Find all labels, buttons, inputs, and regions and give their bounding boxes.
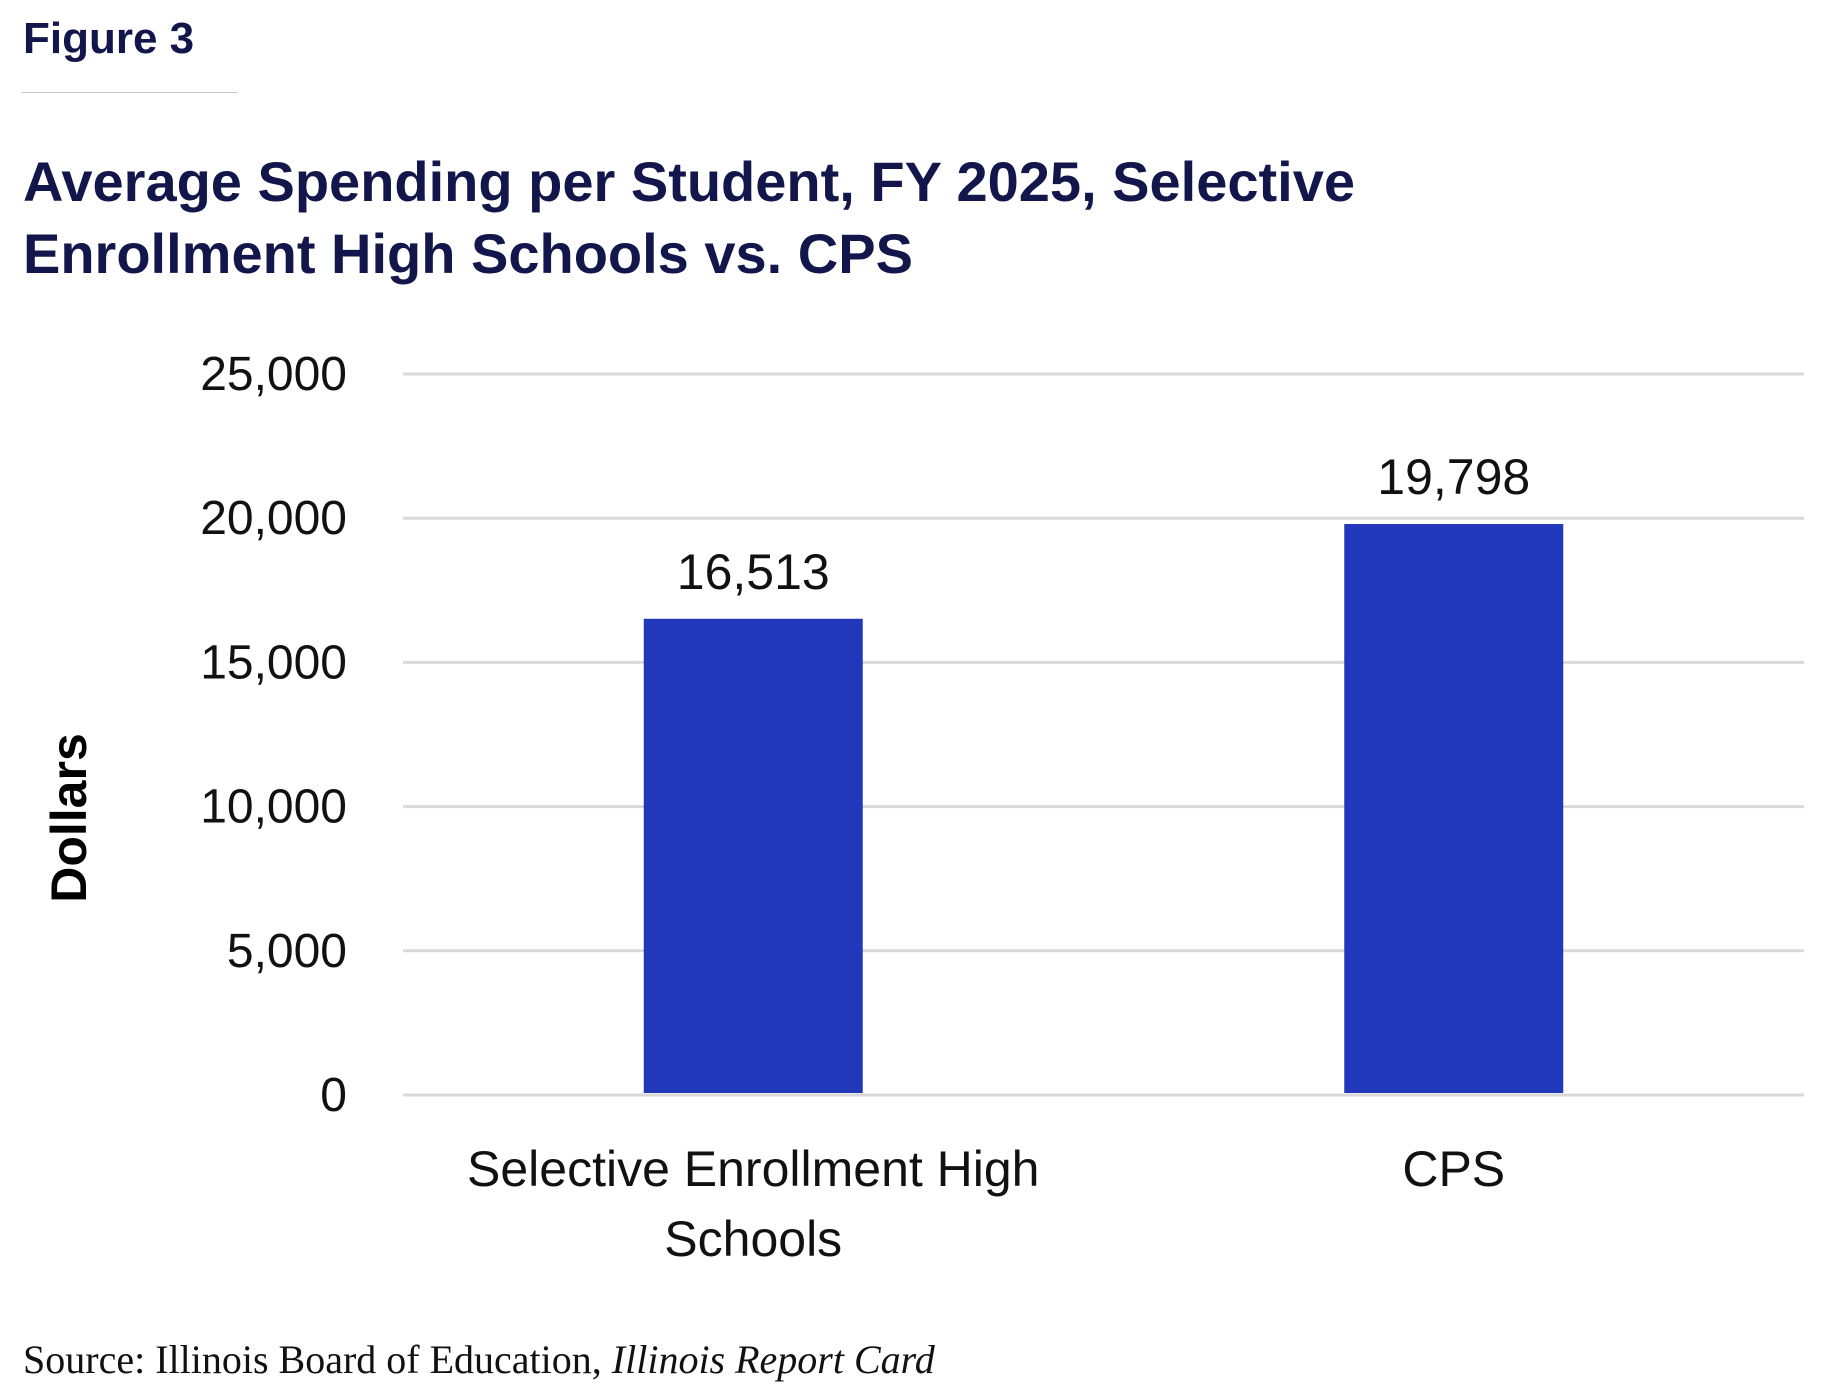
source-note: Source: Illinois Board of Education, Ill… [23, 1336, 935, 1383]
y-tick-label: 15,000 [200, 636, 347, 689]
y-tick-label: 20,000 [200, 492, 347, 545]
bar [1344, 524, 1564, 1093]
y-tick-label: 25,000 [200, 348, 347, 401]
bar [643, 618, 863, 1093]
chart-title: Average Spending per Student, FY 2025, S… [23, 150, 1356, 285]
figure-label: Figure 3 [23, 14, 195, 63]
data-label: 19,798 [1377, 449, 1530, 505]
source-prefix: Source: Illinois Board of Education, [23, 1337, 612, 1382]
x-tick-label: Schools [664, 1211, 842, 1267]
figure-divider [21, 92, 238, 93]
x-tick-label: Selective Enrollment High [467, 1141, 1040, 1197]
y-tick-label: 5,000 [227, 925, 347, 978]
x-tick-label: CPS [1402, 1141, 1505, 1197]
y-tick-label: 0 [320, 1069, 347, 1122]
y-tick-label: 10,000 [200, 781, 347, 834]
data-label: 16,513 [677, 544, 830, 600]
source-publication: Illinois Report Card [611, 1337, 935, 1382]
y-axis-label: Dollars [41, 733, 97, 903]
